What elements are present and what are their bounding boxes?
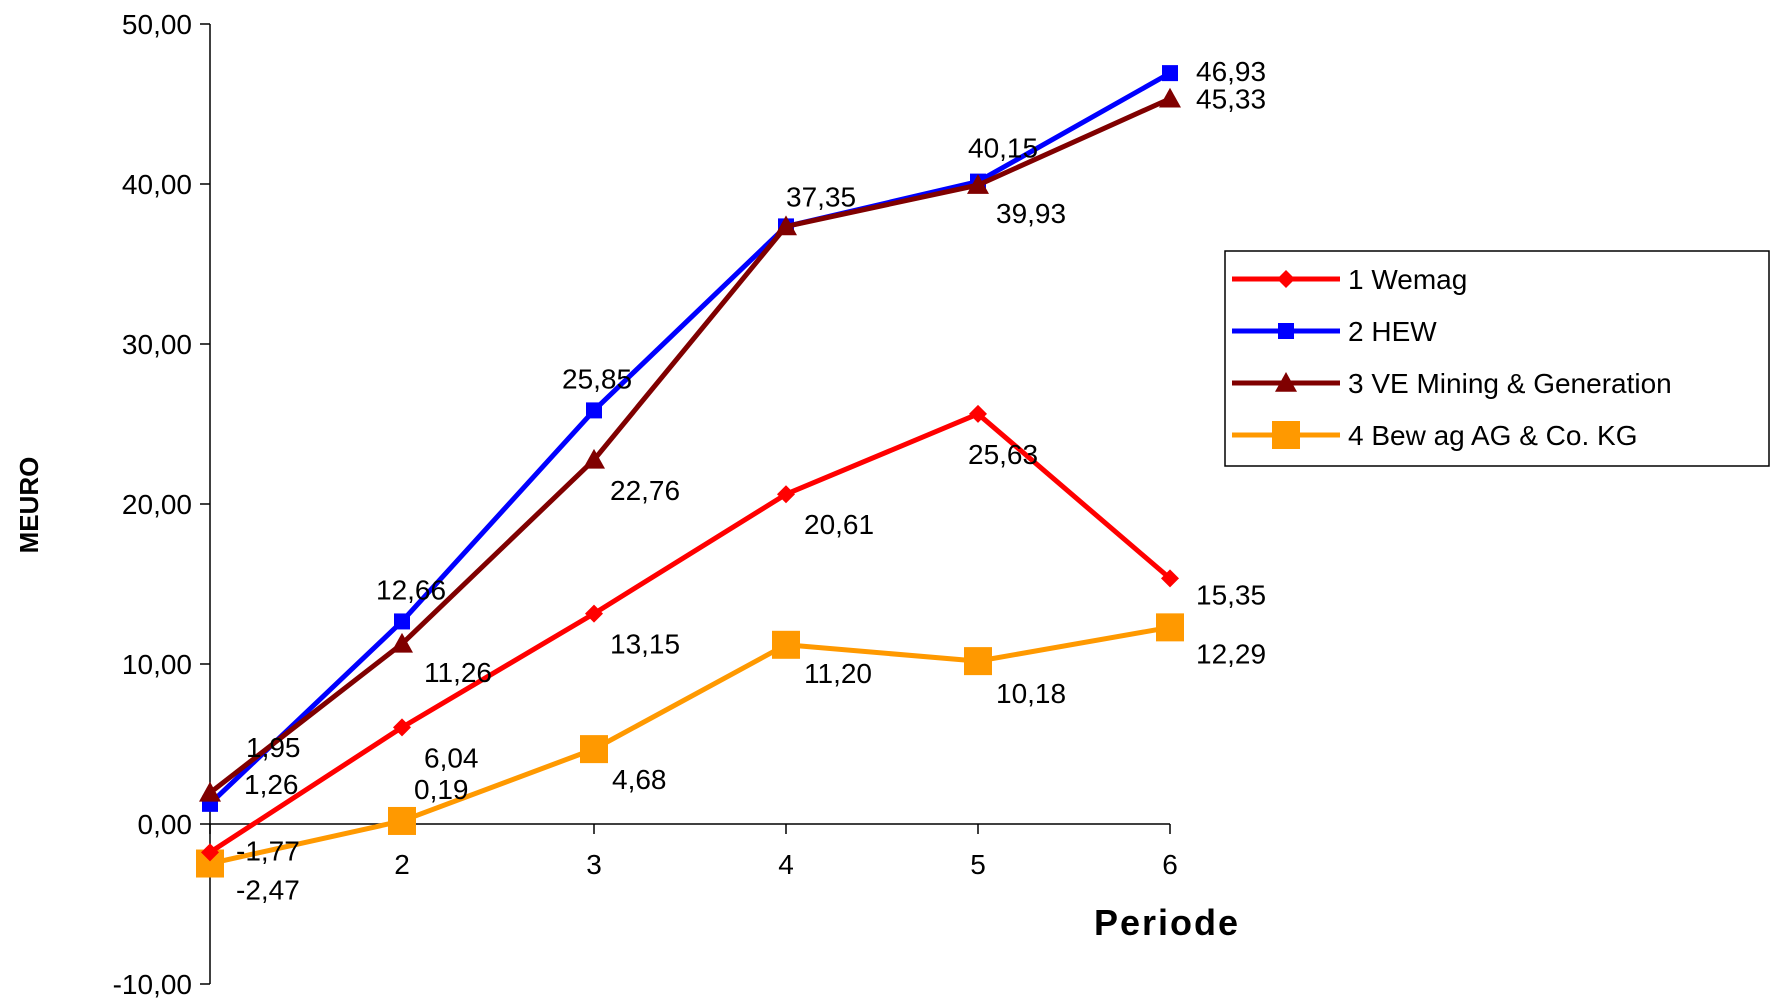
y-axis-title: MEURO <box>14 457 44 554</box>
series-lines <box>196 65 1184 878</box>
x-tick-label: 6 <box>1162 849 1178 880</box>
legend-marker <box>1275 372 1297 392</box>
point-4-bew-ag-ag-co-kg <box>772 630 800 659</box>
point-3-ve-mining-generation <box>967 174 989 194</box>
x-tick-label: 3 <box>586 849 602 880</box>
legend-label: 4 Bew ag AG & Co. KG <box>1348 420 1637 451</box>
legend-marker <box>1272 421 1300 449</box>
data-label: -1,77 <box>236 835 300 866</box>
data-label: 39,93 <box>996 198 1066 229</box>
point-1-wemag <box>1161 569 1179 588</box>
data-label: 25,63 <box>968 439 1038 470</box>
point-1-wemag <box>585 604 603 623</box>
point-4-bew-ag-ag-co-kg <box>1156 613 1184 642</box>
data-label: 11,26 <box>424 657 492 688</box>
point-3-ve-mining-generation <box>199 781 221 802</box>
point-3-ve-mining-generation <box>391 632 413 653</box>
point-1-wemag <box>777 485 795 504</box>
data-label: 22,76 <box>610 475 680 506</box>
point-2-hew <box>1162 65 1178 82</box>
data-label: 15,35 <box>1196 579 1266 610</box>
point-2-hew <box>586 402 602 419</box>
point-3-ve-mining-generation <box>583 448 605 469</box>
x-axis-title: Periode <box>1094 902 1240 943</box>
data-label: 6,04 <box>424 742 479 773</box>
data-label: 37,35 <box>786 181 856 212</box>
data-label: 40,15 <box>968 133 1038 164</box>
data-label: 13,15 <box>610 629 680 660</box>
series-line-2-hew <box>208 70 1172 806</box>
data-label: 4,68 <box>612 764 667 795</box>
y-tick-label: 50,00 <box>122 9 192 40</box>
data-label: 10,18 <box>996 678 1066 709</box>
point-1-wemag <box>393 718 411 737</box>
data-label: 1,95 <box>246 732 301 763</box>
data-label: 12,66 <box>376 574 446 605</box>
data-label: 20,61 <box>804 509 874 540</box>
point-1-wemag <box>969 404 987 423</box>
point-3-ve-mining-generation <box>1159 87 1181 108</box>
y-tick-label: 10,00 <box>122 649 192 680</box>
data-label: 46,93 <box>1196 56 1266 87</box>
point-1-wemag <box>201 843 219 862</box>
series-line-1-wemag <box>208 411 1172 855</box>
y-tick-label: 30,00 <box>122 329 192 360</box>
point-4-bew-ag-ag-co-kg <box>580 735 608 764</box>
y-tick-label: -10,00 <box>113 969 192 1000</box>
y-tick-label: 40,00 <box>122 169 192 200</box>
point-3-ve-mining-generation <box>775 215 797 236</box>
data-label: 25,85 <box>562 363 632 394</box>
legend-label: 2 HEW <box>1348 316 1437 347</box>
legend-marker <box>1277 270 1295 288</box>
point-2-hew <box>394 613 410 630</box>
axes: 50,0040,0030,0020,0010,000,00-10,0012345… <box>113 9 1178 1000</box>
data-labels: -1,776,0413,1520,6125,6315,351,2612,6625… <box>236 56 1266 905</box>
data-label: 11,20 <box>804 658 872 689</box>
series-line-4-bew-ag-ag-co-kg <box>209 624 1171 866</box>
y-tick-label: 0,00 <box>138 809 193 840</box>
x-tick-label: 2 <box>394 849 410 880</box>
data-label: 45,33 <box>1196 84 1266 115</box>
legend-label: 1 Wemag <box>1348 264 1467 295</box>
series-line-3-ve-mining-generation <box>208 96 1172 795</box>
legend-label: 3 VE Mining & Generation <box>1348 368 1672 399</box>
legend: 1 Wemag 2 HEW 3 VE Mining & Generation 4 Be… <box>1224 250 1770 467</box>
data-label: 0,19 <box>414 774 469 805</box>
data-label: -2,47 <box>236 875 300 906</box>
y-tick-label: 20,00 <box>122 489 192 520</box>
x-tick-label: 4 <box>778 849 794 880</box>
data-label: 12,29 <box>1196 638 1266 669</box>
point-4-bew-ag-ag-co-kg <box>388 806 416 835</box>
x-tick-label: 5 <box>970 849 986 880</box>
legend-marker <box>1278 323 1294 339</box>
legend-box <box>1224 250 1770 467</box>
data-label: 1,26 <box>244 769 299 800</box>
point-4-bew-ag-ag-co-kg <box>964 647 992 676</box>
